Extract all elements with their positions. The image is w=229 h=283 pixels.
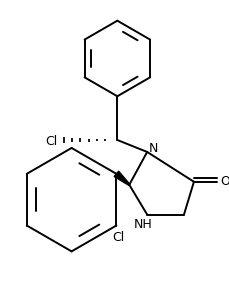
Text: Cl: Cl [45, 136, 57, 149]
Polygon shape [114, 171, 129, 185]
Text: O: O [219, 175, 229, 188]
Text: Cl: Cl [112, 231, 124, 244]
Text: NH: NH [133, 218, 152, 231]
Text: N: N [148, 142, 157, 155]
